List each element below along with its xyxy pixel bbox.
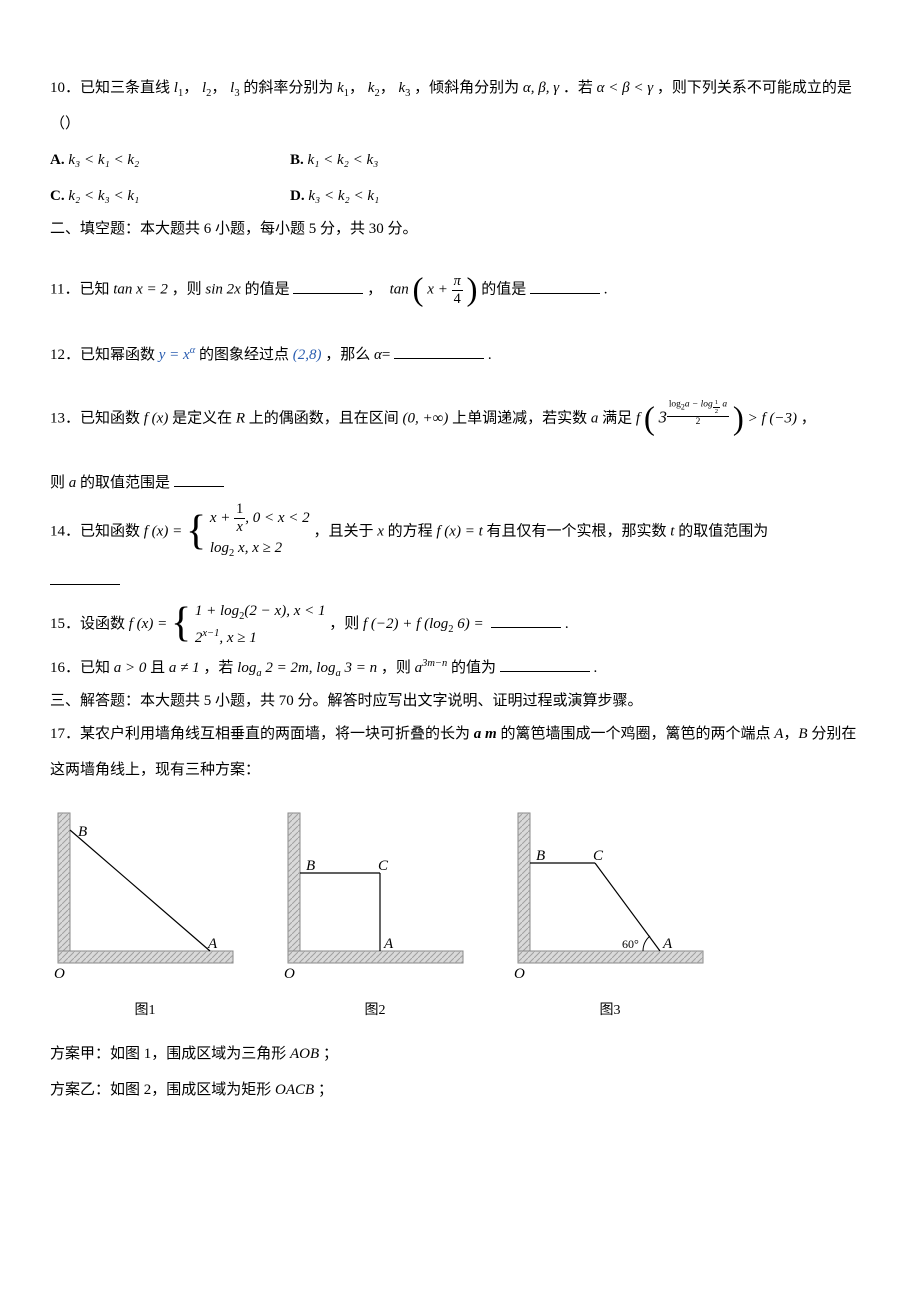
opt-b: B. k₁ < k₂ < k₃ — [290, 142, 530, 178]
fig3-svg: B C A 60° O — [510, 808, 710, 978]
q13-tail: 则 a 的取值范围是 — [50, 465, 870, 501]
q15: 15．设函数 f (x) = { 1 + log2(2 − x), x < 1 … — [50, 599, 870, 650]
blank — [50, 570, 120, 585]
expr-blue: y = xα — [159, 347, 195, 363]
q14-blank — [50, 563, 870, 599]
q10-options-row1: A. k₃ < k₁ < k₂ B. k₁ < k₂ < k₃ — [50, 142, 870, 178]
svg-text:A: A — [662, 936, 673, 952]
opt-c: C. k₂ < k₃ < k₁ — [50, 178, 290, 214]
figure-1: B A O 图1 — [50, 808, 240, 1028]
svg-text:C: C — [378, 858, 389, 874]
opt-a: A. k₃ < k₁ < k₂ — [50, 142, 290, 178]
blank — [500, 657, 590, 672]
brace-icon: { — [186, 513, 206, 551]
figures-row: B A O 图1 B C A O 图2 — [50, 808, 870, 1028]
q10-options-row2: C. k₂ < k₃ < k₁ D. k₃ < k₂ < k₁ — [50, 178, 870, 214]
blank — [293, 279, 363, 294]
piecewise: x + 1x, 0 < x < 2 log2 x, x ≥ 2 — [210, 501, 310, 563]
piecewise: 1 + log2(2 − x), x < 1 2x−1, x ≥ 1 — [195, 599, 326, 650]
figure-2: B C A O 图2 — [280, 808, 470, 1028]
exponent: log2a − log12 a2 — [667, 408, 729, 419]
svg-text:60°: 60° — [622, 937, 639, 951]
svg-text:C: C — [593, 848, 604, 864]
q11: 11．已知 tan x = 2 ，则 sin 2x 的值是 ， tan ( x … — [50, 244, 870, 336]
blank — [491, 613, 561, 628]
q12: 12．已知幂函数 y = xα 的图象经过点 (2,8) ，那么 α= . — [50, 337, 870, 373]
point-blue: (2,8) — [293, 347, 322, 363]
fig2-label: 图2 — [280, 994, 470, 1028]
q16: 16．已知 a > 0 且 a ≠ 1 ，若 loga 2 = 2m, loga… — [50, 650, 870, 686]
blank — [394, 344, 484, 359]
q17-plan-b: 方案乙：如图 2，围成区域为矩形 OACB ； — [50, 1072, 870, 1108]
section-3-heading: 三、解答题：本大题共 5 小题，共 70 分。解答时应写出文字说明、证明过程或演… — [50, 686, 870, 716]
svg-text:O: O — [54, 966, 65, 978]
svg-text:A: A — [383, 936, 394, 952]
q13: 13．已知函数 f (x) 是定义在 R 上的偶函数，且在区间 (0, +∞) … — [50, 373, 870, 465]
q10-stem: 10．已知三条直线 l1， l2， l3 的斜率分别为 k1， k2， k3 ，… — [50, 70, 870, 142]
fig1-label: 图1 — [50, 994, 240, 1028]
fraction: π4 — [452, 273, 463, 308]
svg-text:B: B — [78, 824, 87, 840]
svg-text:A: A — [207, 936, 218, 952]
brace-icon: { — [171, 605, 191, 643]
section-2-heading: 二、填空题：本大题共 6 小题，每小题 5 分，共 30 分。 — [50, 214, 870, 244]
fig2-svg: B C A O — [280, 808, 470, 978]
blank — [530, 279, 600, 294]
svg-text:O: O — [514, 966, 525, 978]
svg-text:B: B — [306, 858, 315, 874]
fig1-svg: B A O — [50, 808, 240, 978]
fig3-label: 图3 — [510, 994, 710, 1028]
text: 10．已知三条直线 — [50, 80, 170, 96]
figure-3: B C A 60° O 图3 — [510, 808, 710, 1028]
svg-text:B: B — [536, 848, 545, 864]
opt-d: D. k₃ < k₂ < k₁ — [290, 178, 530, 214]
paren-left: ( — [413, 272, 424, 308]
paren-right: ) — [466, 272, 477, 308]
q17-stem: 17．某农户利用墙角线互相垂直的两面墙，将一块可折叠的长为 a m 的篱笆墙围成… — [50, 716, 870, 788]
q17-plan-a: 方案甲：如图 1，围成区域为三角形 AOB ； — [50, 1036, 870, 1072]
q14: 14．已知函数 f (x) = { x + 1x, 0 < x < 2 log2… — [50, 501, 870, 563]
svg-text:O: O — [284, 966, 295, 978]
blank — [174, 472, 224, 487]
